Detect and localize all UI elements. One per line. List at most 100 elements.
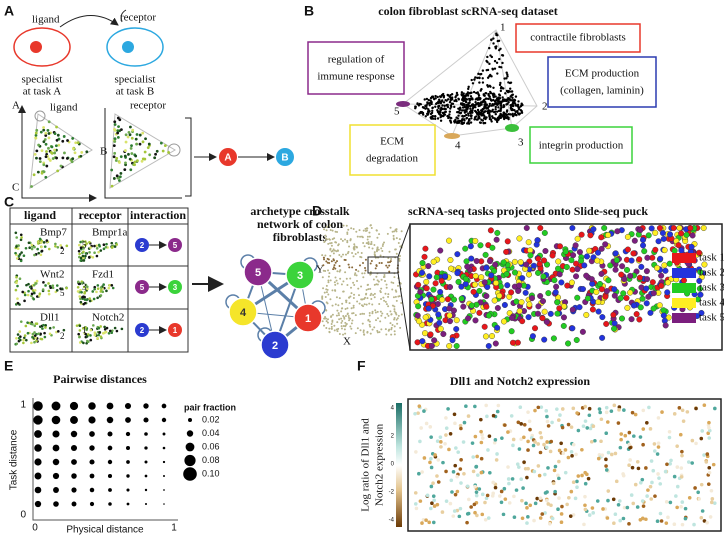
bead (338, 254, 341, 257)
bead (390, 328, 393, 331)
bead (516, 420, 521, 425)
cell-dot (498, 65, 501, 69)
bead (572, 242, 579, 249)
cell-dot (454, 118, 457, 122)
cell-dot (442, 92, 445, 96)
bead (467, 243, 474, 250)
legend-label: task 4 (699, 297, 724, 309)
bead (595, 249, 602, 256)
cell-dot (83, 291, 86, 295)
cell-dot (88, 299, 92, 303)
bead (660, 410, 664, 414)
cell-dot (499, 47, 502, 50)
bead (612, 403, 617, 408)
cell-dot (519, 108, 523, 112)
cell-dot (124, 161, 127, 165)
cell-dot (30, 341, 33, 345)
bead (521, 486, 525, 490)
bead (508, 314, 515, 321)
cell-dot (161, 149, 165, 153)
cell-dot (427, 112, 430, 115)
bead (381, 245, 384, 248)
panel-title: Pairwise distances (53, 372, 147, 386)
cell-dot (488, 117, 492, 121)
cell-dot (65, 244, 69, 248)
bead (645, 420, 649, 425)
cell-dot (466, 94, 470, 97)
bead (353, 293, 356, 296)
bead (655, 452, 660, 456)
bead (352, 304, 355, 307)
bead (593, 288, 600, 295)
bead (551, 481, 556, 486)
bead (389, 226, 392, 229)
bead (517, 259, 524, 266)
bead (376, 283, 379, 286)
bead (561, 451, 566, 456)
bead (457, 514, 462, 519)
cell-dot (32, 173, 36, 177)
cell-dot (425, 97, 429, 101)
cell-dot (462, 92, 465, 95)
bead (685, 410, 690, 414)
bead (663, 469, 668, 474)
bead (708, 515, 713, 519)
cell-dot (489, 97, 492, 101)
dot (71, 487, 77, 493)
vertex-label: C (12, 182, 19, 194)
bead (645, 293, 652, 300)
bead (657, 255, 664, 262)
bead (354, 253, 357, 256)
cell-dot (127, 130, 131, 134)
bead (692, 522, 696, 527)
bead (578, 257, 585, 264)
cell-dot (123, 154, 127, 158)
bead (425, 263, 432, 270)
bead (361, 236, 364, 239)
bead (371, 312, 374, 315)
bead (644, 276, 651, 283)
scatter (110, 116, 170, 188)
cell-dot (463, 119, 466, 122)
bead (707, 420, 711, 425)
bead (459, 481, 463, 485)
bead (396, 284, 399, 287)
caption: at task A (23, 86, 62, 98)
cell-dot (461, 103, 464, 107)
cell-dot (428, 104, 431, 107)
bead (678, 247, 685, 254)
cell-dot (450, 98, 454, 101)
bead (674, 494, 678, 498)
cell-dot (494, 105, 497, 109)
cell-dot (501, 96, 504, 99)
bead (373, 251, 376, 254)
bead (500, 259, 507, 266)
cell-dot (38, 157, 42, 160)
bead (418, 439, 422, 444)
bead (537, 292, 544, 299)
bead (348, 266, 351, 269)
cell-dot (439, 101, 442, 104)
bead (437, 325, 444, 332)
bead (418, 499, 423, 503)
bead (343, 316, 346, 319)
cell-dot (118, 118, 122, 122)
cell-dot (71, 137, 75, 140)
bead (400, 313, 403, 316)
bead (528, 427, 532, 432)
bead (520, 516, 525, 521)
bead (447, 257, 454, 264)
bead (330, 315, 333, 318)
cell-dot (457, 111, 461, 114)
bead (661, 247, 668, 254)
cell-dot (474, 76, 477, 79)
bead (338, 265, 341, 268)
bead (444, 469, 448, 474)
zoom-line (397, 223, 411, 258)
cell-dot (39, 130, 43, 134)
cell-dot (30, 292, 34, 296)
bead (511, 443, 515, 448)
cell-dot (514, 95, 518, 98)
cell-dot (505, 71, 508, 74)
bead (366, 331, 369, 334)
